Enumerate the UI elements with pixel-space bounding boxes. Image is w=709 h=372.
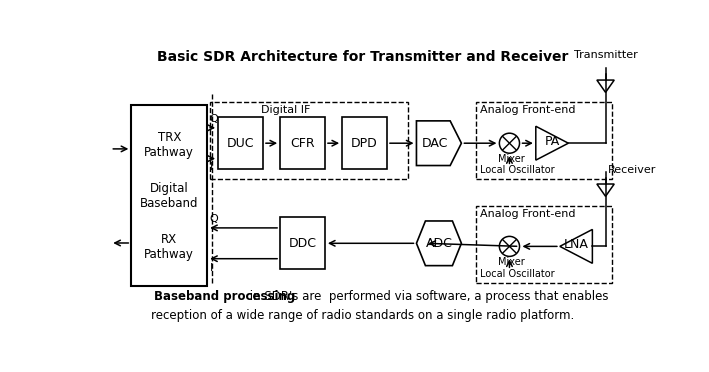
Bar xyxy=(476,102,612,179)
Bar xyxy=(280,117,325,169)
Text: Local Oscillator: Local Oscillator xyxy=(480,269,554,279)
Text: Analog Front-end: Analog Front-end xyxy=(480,105,576,115)
Text: PA: PA xyxy=(545,135,559,148)
Bar xyxy=(131,106,207,286)
Text: DAC: DAC xyxy=(422,137,449,150)
Polygon shape xyxy=(416,121,462,166)
Text: Receiver: Receiver xyxy=(608,165,657,175)
Text: Local Oscillator: Local Oscillator xyxy=(480,165,554,175)
Text: DUC: DUC xyxy=(227,137,255,150)
Text: reception of a wide range of radio standards on a single radio platform.: reception of a wide range of radio stand… xyxy=(151,309,574,322)
Bar xyxy=(218,117,263,169)
Text: Digital IF: Digital IF xyxy=(261,105,310,115)
Text: ADC: ADC xyxy=(425,237,452,250)
Polygon shape xyxy=(416,221,462,266)
Text: I: I xyxy=(210,263,213,273)
Text: in SDR's are  performed via software, a process that enables: in SDR's are performed via software, a p… xyxy=(246,290,608,303)
Text: Mixer: Mixer xyxy=(498,257,525,267)
Bar xyxy=(476,206,612,283)
Text: Basic SDR Architecture for Transmitter and Receiver: Basic SDR Architecture for Transmitter a… xyxy=(157,50,569,64)
Text: Mixer: Mixer xyxy=(498,154,525,164)
Text: RX
Pathway: RX Pathway xyxy=(145,232,194,261)
Text: Baseband processing: Baseband processing xyxy=(155,290,296,303)
Text: Q: Q xyxy=(210,114,218,124)
Text: TRX
Pathway: TRX Pathway xyxy=(145,131,194,159)
Bar xyxy=(342,117,387,169)
Text: Transmitter: Transmitter xyxy=(574,50,637,60)
Text: CFR: CFR xyxy=(290,137,315,150)
Bar xyxy=(211,102,408,179)
Text: Q: Q xyxy=(210,214,218,224)
Text: Digital
Baseband: Digital Baseband xyxy=(140,182,199,210)
Text: LNA: LNA xyxy=(564,238,588,251)
Text: Analog Front-end: Analog Front-end xyxy=(480,209,576,219)
Text: DPD: DPD xyxy=(351,137,378,150)
Bar xyxy=(280,217,325,269)
Text: I: I xyxy=(210,163,213,173)
Text: DDC: DDC xyxy=(289,237,316,250)
